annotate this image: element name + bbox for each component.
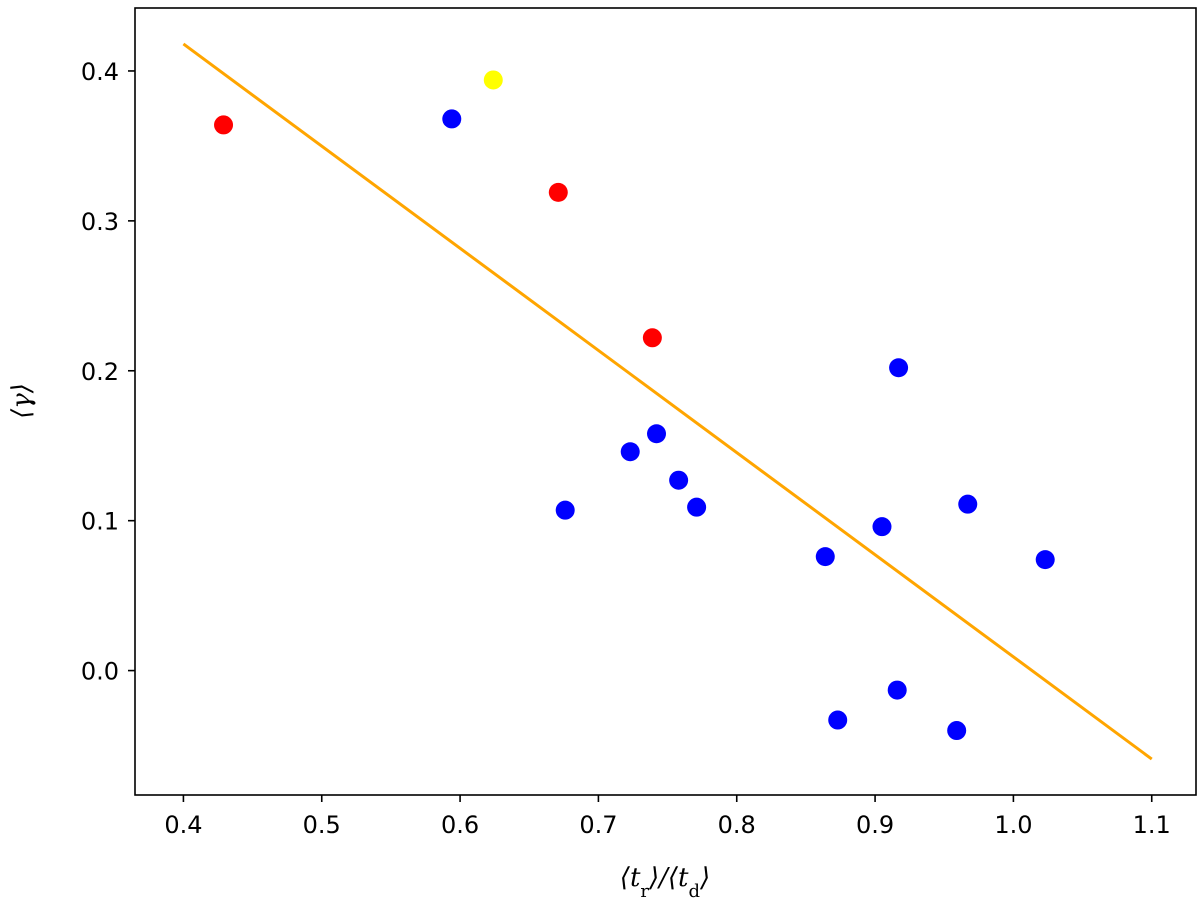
x-tick-label: 0.6 bbox=[441, 811, 479, 839]
data-point bbox=[647, 424, 667, 444]
y-axis-label: ⟨γ⟩ bbox=[7, 383, 37, 419]
y-tick-label: 0.3 bbox=[81, 208, 119, 236]
data-point bbox=[889, 358, 909, 378]
x-tick-label: 0.9 bbox=[856, 811, 894, 839]
y-tick-label: 0.0 bbox=[81, 658, 119, 686]
plot-frame bbox=[134, 7, 1197, 796]
x-tick-label: 0.8 bbox=[718, 811, 756, 839]
y-tick-label: 0.1 bbox=[81, 508, 119, 536]
data-point bbox=[483, 70, 503, 90]
data-point bbox=[555, 500, 575, 520]
data-point bbox=[872, 517, 892, 537]
x-axis-label: ⟨tr⟩/⟨td⟩ bbox=[620, 863, 710, 902]
x-tick-label: 0.7 bbox=[579, 811, 617, 839]
y-tick-label: 0.4 bbox=[81, 58, 119, 86]
points-layer bbox=[214, 70, 1055, 741]
x-axis-ticks: 0.4 0.5 0.6 0.7 0.8 0.9 1.0 1.1 bbox=[164, 795, 1171, 839]
fit-line-layer bbox=[182, 42, 1153, 761]
data-point bbox=[815, 547, 835, 567]
data-point bbox=[548, 182, 568, 202]
x-tick-label: 1.1 bbox=[1133, 811, 1171, 839]
data-point bbox=[1035, 550, 1055, 570]
data-point bbox=[642, 328, 662, 348]
data-point bbox=[887, 680, 907, 700]
y-axis-ticks: 0.0 0.1 0.2 0.3 0.4 bbox=[81, 58, 135, 686]
data-point bbox=[958, 494, 978, 514]
data-point bbox=[214, 115, 234, 135]
x-tick-label: 0.4 bbox=[164, 811, 202, 839]
data-point bbox=[669, 470, 689, 490]
data-point bbox=[828, 710, 848, 730]
x-tick-label: 1.0 bbox=[994, 811, 1032, 839]
data-point bbox=[687, 497, 707, 517]
fit-line bbox=[182, 42, 1153, 761]
data-point bbox=[947, 721, 967, 741]
y-tick-label: 0.2 bbox=[81, 358, 119, 386]
data-point bbox=[620, 442, 640, 462]
data-point bbox=[442, 109, 462, 129]
x-tick-label: 0.5 bbox=[303, 811, 341, 839]
